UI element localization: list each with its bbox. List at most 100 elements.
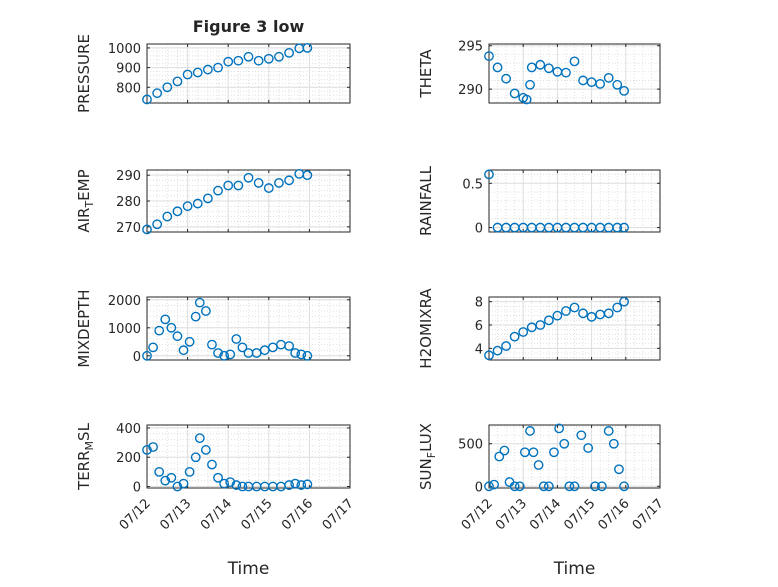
data-point bbox=[514, 481, 525, 492]
data-point bbox=[184, 466, 195, 477]
panel-5: 0 1000 2000 MIXDEPTH bbox=[75, 289, 351, 368]
x-tick-label: 07/16 bbox=[596, 496, 633, 533]
data-point bbox=[499, 445, 510, 456]
x-tick-label: 07/16 bbox=[279, 496, 316, 533]
data-point bbox=[290, 478, 301, 489]
data-point bbox=[182, 69, 193, 80]
series-markers bbox=[142, 297, 313, 361]
panel-7: 0 200 400 TERRMSL 07/12 07/13 07/14 07/15 07/16 0… bbox=[75, 422, 357, 579]
data-point bbox=[200, 445, 211, 455]
data-point bbox=[538, 481, 549, 492]
data-point bbox=[263, 183, 274, 193]
series-markers bbox=[484, 296, 629, 361]
series-markers bbox=[484, 169, 629, 233]
y-tick-label: 295 bbox=[458, 40, 483, 55]
data-point bbox=[525, 426, 535, 436]
data-point bbox=[619, 222, 629, 233]
data-point bbox=[484, 350, 494, 361]
data-point bbox=[509, 88, 520, 99]
x-axis-label: Time bbox=[553, 559, 596, 579]
data-point bbox=[223, 56, 234, 67]
y-axis-label: THETA bbox=[417, 49, 435, 99]
y-tick-label: 400 bbox=[116, 422, 141, 437]
data-point bbox=[535, 320, 546, 330]
data-point bbox=[569, 481, 580, 492]
data-point bbox=[569, 56, 580, 67]
data-point bbox=[192, 198, 203, 209]
data-point bbox=[561, 306, 571, 316]
y-axis-label: AIRTEMP bbox=[75, 169, 96, 232]
data-point bbox=[231, 334, 242, 344]
data-point bbox=[290, 348, 301, 358]
data-point bbox=[172, 481, 183, 492]
axes-box bbox=[488, 424, 661, 489]
data-point bbox=[172, 331, 183, 342]
y-tick-label: 900 bbox=[116, 62, 141, 77]
x-tick-label: 07/17 bbox=[320, 496, 357, 533]
data-point bbox=[172, 206, 183, 217]
data-point bbox=[586, 311, 597, 322]
data-point bbox=[302, 350, 313, 361]
data-point bbox=[213, 62, 223, 73]
data-point bbox=[213, 348, 223, 358]
x-tick-label: 07/12 bbox=[459, 496, 496, 533]
data-point bbox=[233, 180, 244, 191]
panel-2: 290 295 THETA bbox=[417, 40, 661, 105]
y-tick-label: 1000 bbox=[108, 42, 141, 57]
x-axis-label: Time bbox=[227, 559, 270, 579]
data-point bbox=[274, 51, 284, 62]
panel-6: 4 6 8 H2OMIXRA bbox=[417, 288, 661, 369]
data-point bbox=[207, 459, 217, 470]
y-tick-label: 280 bbox=[116, 195, 141, 210]
data-point bbox=[612, 222, 623, 233]
data-point bbox=[237, 342, 248, 353]
y-tick-label: 0 bbox=[475, 222, 483, 237]
data-point bbox=[225, 477, 236, 488]
data-point bbox=[489, 479, 500, 490]
data-point bbox=[194, 433, 205, 444]
data-point bbox=[207, 339, 217, 350]
data-point bbox=[194, 297, 205, 308]
data-point bbox=[274, 178, 284, 188]
x-tick-label: 07/17 bbox=[630, 496, 667, 533]
data-point bbox=[501, 73, 511, 84]
y-tick-label: 1000 bbox=[108, 322, 141, 337]
data-point bbox=[526, 62, 537, 73]
data-point bbox=[619, 296, 629, 307]
data-point bbox=[166, 322, 177, 333]
data-point bbox=[237, 481, 248, 492]
data-point bbox=[619, 481, 629, 492]
data-point bbox=[219, 350, 230, 361]
data-point bbox=[612, 302, 623, 313]
data-point bbox=[253, 178, 264, 188]
data-point bbox=[152, 219, 163, 230]
data-point bbox=[596, 481, 607, 492]
data-point bbox=[619, 85, 629, 96]
data-point bbox=[501, 341, 511, 351]
data-point bbox=[595, 309, 606, 320]
chart-title: Figure 3 low bbox=[193, 17, 305, 36]
data-point bbox=[202, 193, 213, 204]
data-point bbox=[154, 325, 165, 336]
data-point bbox=[192, 67, 203, 78]
data-point bbox=[509, 481, 520, 492]
data-point bbox=[219, 478, 230, 489]
data-point bbox=[162, 82, 173, 93]
data-point bbox=[484, 169, 494, 180]
data-point bbox=[296, 480, 307, 490]
y-tick-label: 0 bbox=[133, 481, 141, 496]
data-point bbox=[142, 445, 152, 455]
x-tick-label: 07/12 bbox=[117, 496, 154, 533]
y-axis-label: PRESSURE bbox=[75, 34, 93, 113]
data-point bbox=[484, 51, 494, 62]
data-point bbox=[190, 311, 201, 322]
series-markers bbox=[484, 51, 629, 105]
y-tick-label: 2000 bbox=[108, 294, 141, 309]
data-point bbox=[160, 475, 171, 486]
data-point bbox=[148, 442, 158, 452]
y-tick-label: 4 bbox=[475, 342, 483, 357]
data-point bbox=[213, 472, 223, 483]
y-tick-label: 800 bbox=[116, 81, 141, 96]
data-point bbox=[202, 64, 213, 75]
data-point bbox=[543, 315, 554, 326]
